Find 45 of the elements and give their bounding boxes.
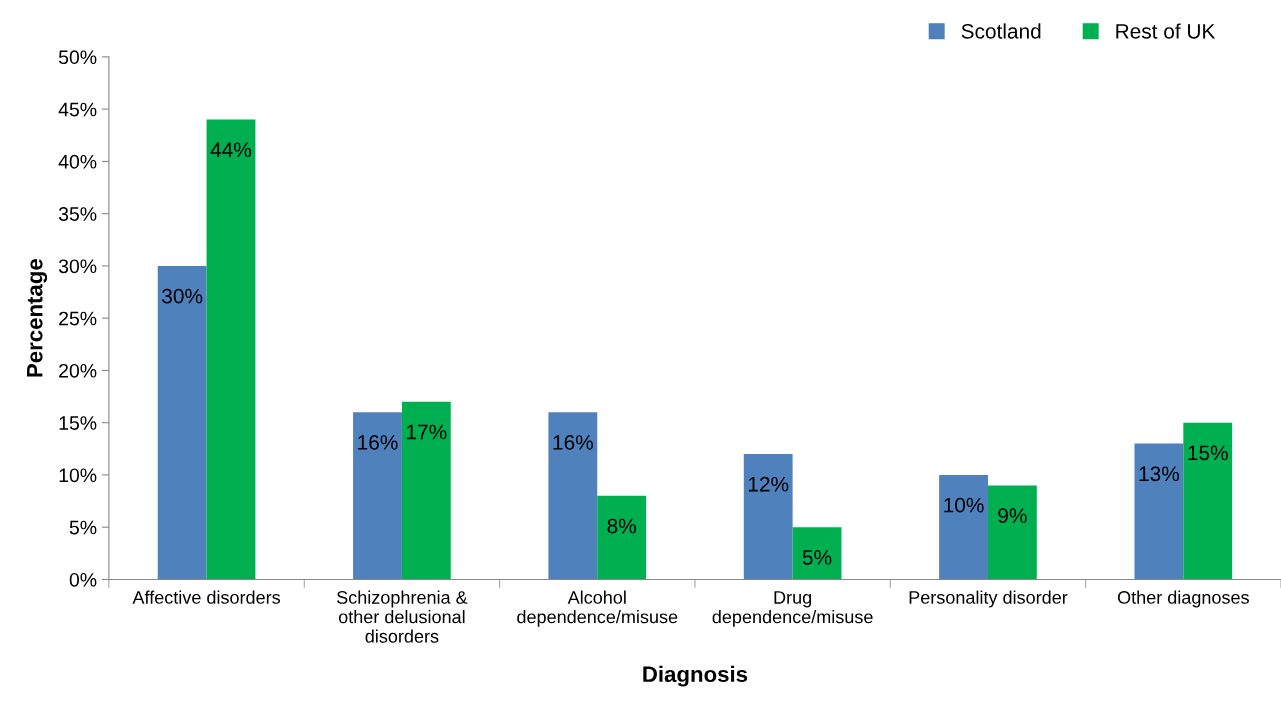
bar — [987, 485, 1037, 580]
y-tick-label: 25% — [59, 311, 97, 326]
bar — [743, 454, 793, 580]
x-tick-label: Drug dependence/misuse — [712, 591, 873, 627]
bar — [353, 412, 402, 580]
bar — [1134, 443, 1184, 580]
data-label: 15% — [1188, 445, 1228, 461]
x-axis-title: Diagnosis — [643, 665, 748, 687]
y-tick-label: 20% — [59, 363, 97, 378]
data-label: 17% — [407, 424, 447, 440]
y-tick-label: 5% — [69, 520, 97, 535]
y-tick-label: 35% — [58, 207, 97, 221]
bar — [597, 495, 647, 580]
legend-label: Rest of UK — [1116, 23, 1216, 39]
x-tick-label: Personality disorder — [909, 590, 1068, 608]
data-label: 16% — [553, 435, 593, 450]
y-tick-label: 10% — [59, 468, 97, 483]
bar — [939, 474, 988, 580]
x-tick-label: Schizophrenia & other delusional disorders — [337, 590, 468, 643]
x-tick-label: Affective disorders — [132, 590, 281, 604]
y-tick-label: 50% — [58, 50, 97, 65]
y-tick-label: 30% — [58, 259, 97, 274]
bar — [206, 119, 256, 580]
y-tick-label: 40% — [58, 154, 97, 169]
y-tick-label: 15% — [59, 416, 97, 430]
x-tick-label: Other diagnoses — [1117, 590, 1249, 608]
bar — [401, 401, 451, 580]
y-tick-label: 45% — [58, 102, 97, 117]
legend-label: Scotland — [961, 23, 1041, 39]
data-label: 30% — [162, 288, 203, 304]
data-label: 9% — [998, 508, 1027, 523]
data-label: 16% — [358, 435, 398, 450]
bar — [548, 412, 598, 580]
data-label: 44% — [210, 142, 252, 158]
data-label: 12% — [748, 476, 789, 492]
x-tick-label: Alcohol dependence/misuse — [517, 590, 678, 627]
bar — [1183, 422, 1233, 580]
data-label: 13% — [1139, 466, 1180, 482]
bar — [792, 527, 842, 580]
data-label: 10% — [944, 497, 984, 513]
y-tick-label: 0% — [69, 572, 97, 587]
y-axis-title: Percentage — [27, 259, 48, 377]
bar — [157, 265, 207, 580]
data-label: 5% — [802, 550, 832, 565]
data-label: 8% — [607, 518, 636, 534]
